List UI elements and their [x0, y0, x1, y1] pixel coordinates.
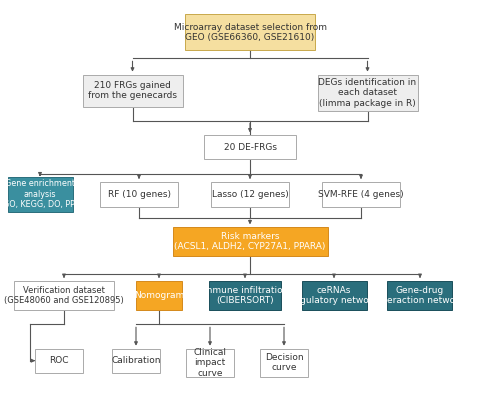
- FancyBboxPatch shape: [260, 349, 308, 377]
- Text: Verification dataset
(GSE48060 and GSE120895): Verification dataset (GSE48060 and GSE12…: [4, 286, 124, 305]
- Text: ROC: ROC: [49, 356, 69, 365]
- FancyBboxPatch shape: [136, 281, 182, 310]
- FancyBboxPatch shape: [112, 349, 160, 373]
- Text: Gene-drug
interaction network: Gene-drug interaction network: [376, 286, 464, 305]
- FancyBboxPatch shape: [172, 227, 328, 256]
- FancyBboxPatch shape: [211, 182, 289, 207]
- FancyBboxPatch shape: [318, 75, 418, 111]
- FancyBboxPatch shape: [185, 14, 315, 50]
- FancyBboxPatch shape: [14, 281, 114, 310]
- FancyBboxPatch shape: [82, 75, 182, 107]
- FancyBboxPatch shape: [100, 182, 178, 207]
- Text: 20 DE-FRGs: 20 DE-FRGs: [224, 143, 276, 152]
- Text: SVM-RFE (4 genes): SVM-RFE (4 genes): [318, 190, 404, 199]
- Text: Calibration: Calibration: [111, 356, 161, 365]
- FancyBboxPatch shape: [8, 177, 72, 212]
- Text: Clinical
impact
curve: Clinical impact curve: [194, 348, 226, 378]
- Text: Nomogram: Nomogram: [134, 291, 184, 300]
- Text: RF (10 genes): RF (10 genes): [108, 190, 170, 199]
- Text: Immune infiltration
(CIBERSORT): Immune infiltration (CIBERSORT): [202, 286, 288, 305]
- Text: Decision
curve: Decision curve: [264, 353, 304, 372]
- FancyBboxPatch shape: [322, 182, 400, 207]
- Text: DEGs identification in
each dataset
(limma package in R): DEGs identification in each dataset (lim…: [318, 78, 416, 108]
- FancyBboxPatch shape: [35, 349, 82, 373]
- FancyBboxPatch shape: [302, 281, 366, 310]
- Text: Risk markers
(ACSL1, ALDH2, CYP27A1, PPARA): Risk markers (ACSL1, ALDH2, CYP27A1, PPA…: [174, 232, 326, 251]
- Text: Microarray dataset selection from
GEO (GSE66360, GSE21610): Microarray dataset selection from GEO (G…: [174, 23, 326, 42]
- FancyBboxPatch shape: [209, 281, 281, 310]
- FancyBboxPatch shape: [186, 349, 234, 377]
- Text: Lasso (12 genes): Lasso (12 genes): [212, 190, 288, 199]
- FancyBboxPatch shape: [388, 281, 452, 310]
- FancyBboxPatch shape: [204, 135, 296, 159]
- Text: Gene enrichment
analysis
(GO, KEGG, DO, PPI): Gene enrichment analysis (GO, KEGG, DO, …: [0, 179, 80, 209]
- Text: ceRNAs
regulatory network: ceRNAs regulatory network: [290, 286, 378, 305]
- Text: 210 FRGs gained
from the genecards: 210 FRGs gained from the genecards: [88, 81, 177, 100]
